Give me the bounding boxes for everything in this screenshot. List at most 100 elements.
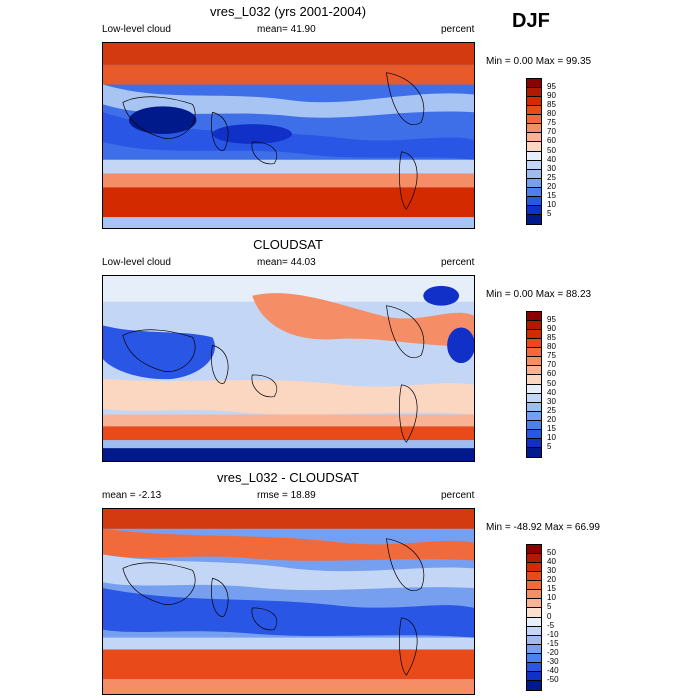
panel-2-map (102, 275, 475, 462)
colorbar-swatch (527, 97, 541, 107)
colorbar-swatch (527, 572, 541, 582)
colorbar-tick-label: 40 (547, 387, 556, 397)
colorbar-tick-label: 25 (547, 172, 556, 182)
colorbar-tick-label: 80 (547, 109, 556, 119)
colorbar-tick-label: -10 (547, 629, 559, 639)
colorbar-swatch (527, 187, 541, 197)
colorbar-swatch (527, 563, 541, 573)
colorbar-swatch (527, 420, 541, 430)
colorbar-tick-label: 5 (547, 441, 552, 451)
panel-2-minmax: Min = 0.00 Max = 88.23 (486, 289, 592, 300)
panel-1-minmax: Min = 0.00 Max = 99.35 (486, 56, 592, 67)
panel-2-variable-label: Low-level cloud (102, 257, 171, 268)
colorbar-tick-label: -15 (547, 638, 559, 648)
colorbar-swatch (527, 312, 541, 322)
colorbar-swatch (527, 411, 541, 421)
colorbar-swatch (527, 608, 541, 618)
colorbar-swatch (527, 653, 541, 663)
panel-1-map (102, 42, 475, 229)
colorbar-tick-label: 90 (547, 91, 556, 101)
colorbar-tick-label: 70 (547, 127, 556, 137)
colorbar-swatch (527, 662, 541, 672)
colorbar-tick-label: 10 (547, 199, 556, 209)
panel-1-colorbar (526, 78, 542, 225)
colorbar-swatch (527, 160, 541, 170)
colorbar-swatch (527, 214, 541, 224)
panel-3-title: vres_L032 - CLOUDSAT (216, 470, 360, 485)
colorbar-swatch (527, 133, 541, 143)
colorbar-swatch (527, 366, 541, 376)
colorbar-tick-label: 95 (547, 315, 556, 325)
colorbar-tick-label: 50 (547, 548, 556, 558)
panel-3-units-label: percent (441, 490, 475, 501)
colorbar-swatch (527, 635, 541, 645)
colorbar-swatch (527, 124, 541, 134)
panel-1-variable-label: Low-level cloud (102, 24, 171, 35)
colorbar-tick-label: 75 (547, 351, 556, 361)
colorbar-tick-label: 85 (547, 333, 556, 343)
colorbar-swatch (527, 402, 541, 412)
colorbar-swatch (527, 429, 541, 439)
colorbar-tick-label: -20 (547, 647, 559, 657)
colorbar-swatch (527, 590, 541, 600)
colorbar-swatch (527, 617, 541, 627)
panel-3-minmax: Min = -48.92 Max = 66.99 (486, 522, 600, 533)
colorbar-tick-label: 10 (547, 593, 556, 603)
colorbar-tick-label: 20 (547, 575, 556, 585)
colorbar-tick-label: 60 (547, 369, 556, 379)
colorbar-swatch (527, 581, 541, 591)
colorbar-tick-label: 60 (547, 136, 556, 146)
colorbar-swatch (527, 142, 541, 152)
colorbar-tick-label: 70 (547, 360, 556, 370)
panel-2-title: CLOUDSAT (253, 237, 323, 252)
panel-3-map-field (103, 509, 474, 694)
colorbar-swatch (527, 339, 541, 349)
colorbar-tick-label: 95 (547, 82, 556, 92)
panel-2-mean-label: mean= 44.03 (257, 257, 316, 268)
colorbar-tick-label: 90 (547, 324, 556, 334)
colorbar-tick-label: 30 (547, 163, 556, 173)
panel-3-colorbar (526, 544, 542, 691)
colorbar-swatch (527, 375, 541, 385)
colorbar-tick-label: 10 (547, 432, 556, 442)
panel-1-title: vres_L032 (yrs 2001-2004) (209, 4, 367, 19)
panel-3-mean-label: mean = -2.13 (102, 490, 162, 501)
colorbar-tick-label: 20 (547, 181, 556, 191)
colorbar-swatch (527, 680, 541, 690)
colorbar-tick-label: 80 (547, 342, 556, 352)
panel-3-rmse-label: rmse = 18.89 (257, 490, 316, 501)
colorbar-swatch (527, 438, 541, 448)
colorbar-swatch (527, 545, 541, 555)
colorbar-tick-label: -30 (547, 656, 559, 666)
season-label: DJF (512, 10, 550, 32)
colorbar-swatch (527, 205, 541, 215)
colorbar-swatch (527, 348, 541, 358)
panel-1-map-field (103, 43, 474, 228)
colorbar-tick-label: 15 (547, 584, 556, 594)
colorbar-tick-label: 5 (547, 208, 552, 218)
colorbar-swatch (527, 626, 541, 636)
panel-2-map-field (103, 276, 474, 461)
colorbar-swatch (527, 169, 541, 179)
colorbar-swatch (527, 554, 541, 564)
colorbar-tick-label: 30 (547, 396, 556, 406)
colorbar-swatch (527, 644, 541, 654)
colorbar-swatch (527, 393, 541, 403)
panel-1-mean-label: mean= 41.90 (257, 24, 316, 35)
colorbar-swatch (527, 196, 541, 206)
colorbar-tick-label: -50 (547, 674, 559, 684)
colorbar-tick-label: 0 (547, 611, 552, 621)
panel-3-map (102, 508, 475, 695)
colorbar-swatch (527, 599, 541, 609)
colorbar-swatch (527, 384, 541, 394)
colorbar-tick-label: 75 (547, 118, 556, 128)
colorbar-tick-label: -5 (547, 620, 555, 630)
panel-2-units-label: percent (441, 257, 475, 268)
colorbar-tick-label: 30 (547, 566, 556, 576)
colorbar-tick-label: 40 (547, 154, 556, 164)
colorbar-tick-label: 50 (547, 145, 556, 155)
colorbar-tick-label: -40 (547, 665, 559, 675)
colorbar-tick-label: 15 (547, 190, 556, 200)
panel-1-units-label: percent (441, 24, 475, 35)
colorbar-swatch (527, 79, 541, 89)
